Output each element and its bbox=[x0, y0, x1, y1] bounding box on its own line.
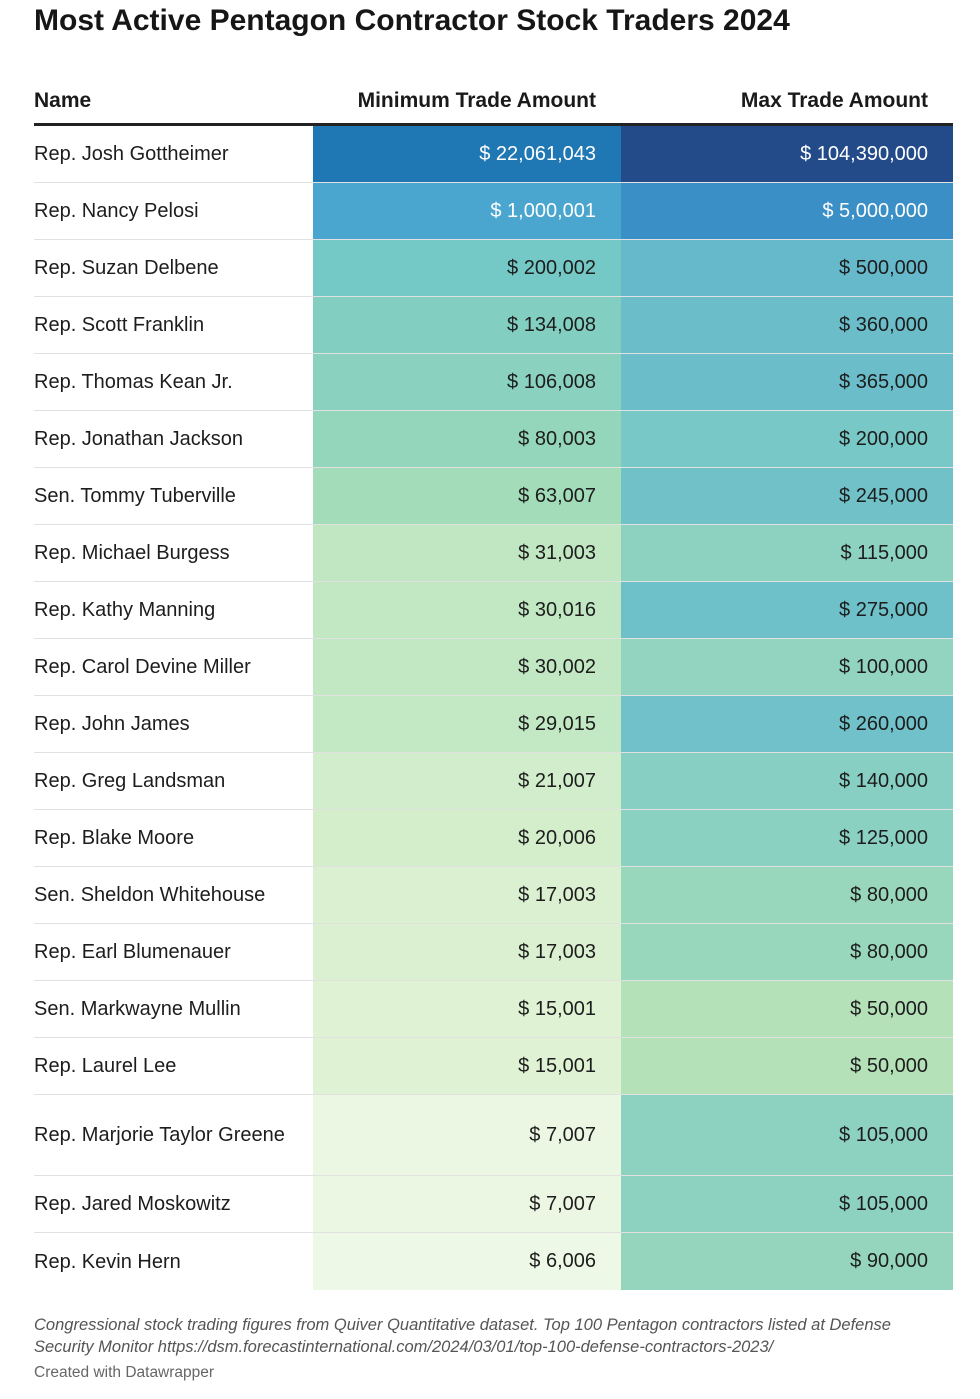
table-row: Rep. Nancy Pelosi $ 1,000,001 $ 5,000,000 bbox=[34, 183, 953, 240]
table-row: Rep. Scott Franklin $ 134,008 $ 360,000 bbox=[34, 297, 953, 354]
cell-min-trade: $ 15,001 bbox=[313, 1038, 621, 1094]
cell-max-trade: $ 80,000 bbox=[621, 924, 953, 980]
table-row: Sen. Tommy Tuberville $ 63,007 $ 245,000 bbox=[34, 468, 953, 525]
cell-name: Sen. Sheldon Whitehouse bbox=[34, 884, 266, 906]
cell-name: Rep. Blake Moore bbox=[34, 827, 195, 849]
cell-max-trade: $ 105,000 bbox=[621, 1095, 953, 1175]
cell-name: Rep. Greg Landsman bbox=[34, 770, 226, 792]
cell-name: Rep. John James bbox=[34, 713, 190, 735]
header-name[interactable]: Name bbox=[34, 88, 92, 112]
cell-name: Rep. Kevin Hern bbox=[34, 1250, 181, 1273]
cell-max-trade: $ 115,000 bbox=[621, 525, 953, 581]
table-row: Rep. Jonathan Jackson $ 80,003 $ 200,000 bbox=[34, 411, 953, 468]
table-row: Rep. Josh Gottheimer $ 22,061,043 $ 104,39… bbox=[34, 126, 953, 183]
cell-max-trade: $ 100,000 bbox=[621, 639, 953, 695]
data-table: Name Minimum Trade Amount Max Trade Amou… bbox=[34, 78, 953, 1290]
cell-min-trade: $ 17,003 bbox=[313, 924, 621, 980]
cell-name: Rep. Thomas Kean Jr. bbox=[34, 371, 233, 393]
footnote: Congressional stock trading figures from… bbox=[34, 1316, 891, 1356]
table-row: Rep. Michael Burgess $ 31,003 $ 115,000 bbox=[34, 525, 953, 582]
cell-min-trade: $ 7,007 bbox=[313, 1176, 621, 1232]
table-row: Rep. Thomas Kean Jr. $ 106,008 $ 365,000 bbox=[34, 354, 953, 411]
cell-name: Rep. Josh Gottheimer bbox=[34, 143, 229, 165]
table-row: Rep. Carol Devine Miller $ 30,002 $ 100,00… bbox=[34, 639, 953, 696]
chart-title: Most Active Pentagon Contractor Stock Tr… bbox=[34, 4, 790, 37]
table-row: Rep. Earl Blumenauer $ 17,003 $ 80,000 bbox=[34, 924, 953, 981]
cell-min-trade: $ 15,001 bbox=[313, 981, 621, 1037]
cell-max-trade: $ 104,390,000 bbox=[621, 126, 953, 182]
cell-max-trade: $ 245,000 bbox=[621, 468, 953, 524]
table-row: Rep. Kathy Manning $ 30,016 $ 275,000 bbox=[34, 582, 953, 639]
cell-min-trade: $ 30,016 bbox=[313, 582, 621, 638]
cell-min-trade: $ 30,002 bbox=[313, 639, 621, 695]
cell-name: Sen. Markwayne Mullin bbox=[34, 998, 241, 1020]
table-row: Sen. Sheldon Whitehouse $ 17,003 $ 80,000 bbox=[34, 867, 953, 924]
cell-min-trade: $ 29,015 bbox=[313, 696, 621, 752]
cell-max-trade: $ 50,000 bbox=[621, 1038, 953, 1094]
cell-name: Rep. Earl Blumenauer bbox=[34, 941, 231, 963]
cell-max-trade: $ 80,000 bbox=[621, 867, 953, 923]
cell-name: Rep. Jared Moskowitz bbox=[34, 1193, 231, 1215]
cell-min-trade: $ 6,006 bbox=[313, 1233, 621, 1290]
cell-min-trade: $ 80,003 bbox=[313, 411, 621, 467]
cell-max-trade: $ 90,000 bbox=[621, 1233, 953, 1290]
cell-min-trade: $ 7,007 bbox=[313, 1095, 621, 1175]
cell-name: Rep. Laurel Lee bbox=[34, 1055, 177, 1077]
cell-max-trade: $ 140,000 bbox=[621, 753, 953, 809]
table-header: Name Minimum Trade Amount Max Trade Amou… bbox=[34, 78, 953, 126]
table-row: Rep. Jared Moskowitz $ 7,007 $ 105,000 bbox=[34, 1176, 953, 1233]
cell-max-trade: $ 5,000,000 bbox=[621, 183, 953, 239]
cell-name: Rep. Scott Franklin bbox=[34, 314, 205, 336]
cell-name: Rep. Suzan Delbene bbox=[34, 257, 219, 279]
cell-name: Rep. Michael Burgess bbox=[34, 542, 230, 564]
cell-max-trade: $ 275,000 bbox=[621, 582, 953, 638]
table-row: Rep. Laurel Lee $ 15,001 $ 50,000 bbox=[34, 1038, 953, 1095]
cell-max-trade: $ 260,000 bbox=[621, 696, 953, 752]
cell-name: Rep. Jonathan Jackson bbox=[34, 428, 244, 450]
table-row: Rep. Blake Moore $ 20,006 $ 125,000 bbox=[34, 810, 953, 867]
table-row: Sen. Markwayne Mullin $ 15,001 $ 50,000 bbox=[34, 981, 953, 1038]
cell-name: Rep. Kathy Manning bbox=[34, 599, 216, 621]
table-body: Rep. Josh Gottheimer $ 22,061,043 $ 104,39… bbox=[34, 126, 953, 1290]
cell-max-trade: $ 105,000 bbox=[621, 1176, 953, 1232]
cell-name: Rep. Nancy Pelosi bbox=[34, 200, 199, 222]
cell-min-trade: $ 31,003 bbox=[313, 525, 621, 581]
table-row: Rep. Marjorie Taylor Greene $ 7,007 $ 105,… bbox=[34, 1095, 953, 1176]
cell-name: Rep. Marjorie Taylor Greene bbox=[34, 1124, 285, 1146]
cell-min-trade: $ 63,007 bbox=[313, 468, 621, 524]
cell-max-trade: $ 125,000 bbox=[621, 810, 953, 866]
table-row: Rep. John James $ 29,015 $ 260,000 bbox=[34, 696, 953, 753]
cell-min-trade: $ 22,061,043 bbox=[313, 126, 621, 182]
credit-link[interactable]: Created with Datawrapper bbox=[34, 1364, 215, 1381]
cell-max-trade: $ 200,000 bbox=[621, 411, 953, 467]
table-row: Rep. Greg Landsman $ 21,007 $ 140,000 bbox=[34, 753, 953, 810]
cell-min-trade: $ 1,000,001 bbox=[313, 183, 621, 239]
cell-max-trade: $ 50,000 bbox=[621, 981, 953, 1037]
cell-min-trade: $ 106,008 bbox=[313, 354, 621, 410]
cell-min-trade: $ 21,007 bbox=[313, 753, 621, 809]
header-max-trade[interactable]: Max Trade Amount bbox=[740, 88, 928, 112]
cell-max-trade: $ 360,000 bbox=[621, 297, 953, 353]
cell-max-trade: $ 500,000 bbox=[621, 240, 953, 296]
header-min-trade[interactable]: Minimum Trade Amount bbox=[357, 88, 596, 112]
cell-min-trade: $ 20,006 bbox=[313, 810, 621, 866]
table-row: Rep. Kevin Hern $ 6,006 $ 90,000 bbox=[34, 1233, 953, 1290]
cell-min-trade: $ 134,008 bbox=[313, 297, 621, 353]
cell-name: Sen. Tommy Tuberville bbox=[34, 485, 236, 507]
cell-min-trade: $ 200,002 bbox=[313, 240, 621, 296]
cell-name: Rep. Carol Devine Miller bbox=[34, 656, 251, 678]
table-row: Rep. Suzan Delbene $ 200,002 $ 500,000 bbox=[34, 240, 953, 297]
cell-max-trade: $ 365,000 bbox=[621, 354, 953, 410]
cell-min-trade: $ 17,003 bbox=[313, 867, 621, 923]
